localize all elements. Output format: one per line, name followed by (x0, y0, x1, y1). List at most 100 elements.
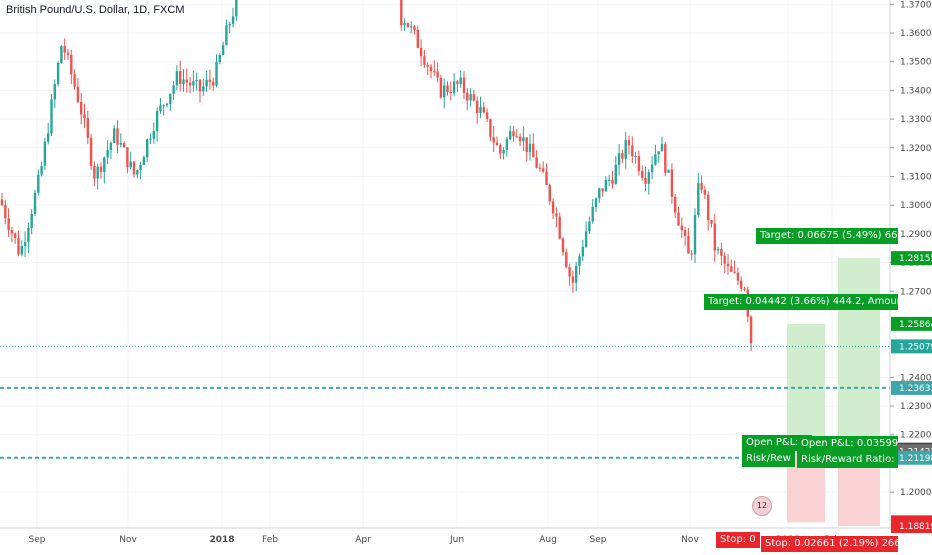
price-tick-label: 1.23000 (900, 402, 932, 412)
target-label-long-1[interactable]: Target: 0.04442 (3.66%) 444.2, Amount: 1… (704, 293, 898, 310)
stop-label-long-2[interactable]: Stop: 0.02661 (2.19%) 266.1, A (761, 536, 898, 553)
candle-body (641, 171, 644, 178)
candle-body (733, 271, 736, 273)
candle-body (179, 71, 182, 85)
candle-body (479, 107, 482, 114)
candle-body (677, 212, 680, 226)
candle-body (443, 85, 446, 98)
candle-body (469, 94, 472, 101)
candle-body (129, 161, 132, 168)
candle-body (522, 137, 525, 142)
candle-body (518, 136, 522, 142)
candle-body (594, 198, 598, 207)
candle-body (63, 46, 66, 53)
candle-body (660, 144, 664, 152)
candle-body (410, 26, 413, 28)
candles-layer (0, 0, 753, 352)
candle-body (103, 157, 106, 173)
candle-body (27, 227, 30, 242)
candle-body (152, 130, 155, 139)
candle-body (231, 16, 235, 24)
pnl-label-long-2[interactable]: Open P&L: 0.03599, Qty (797, 436, 898, 453)
candle-body (730, 266, 733, 272)
time-tick-label: Sep (29, 535, 46, 545)
candle-body (608, 179, 611, 181)
candle-body (136, 170, 139, 175)
price-label-text: 1.25079 (899, 342, 932, 352)
horizontal-lines (0, 345, 890, 459)
candle-body (664, 144, 667, 173)
candle-body (499, 145, 502, 154)
candle-body (225, 25, 228, 46)
candle-body (30, 213, 33, 228)
target-zone (838, 258, 880, 452)
candle-body (492, 137, 495, 143)
risk-reward-label-long-1[interactable]: Risk/Rew (742, 450, 795, 467)
candle-body (20, 245, 23, 255)
candle-body (535, 157, 538, 168)
candle-body (86, 118, 89, 138)
candle-body (56, 62, 60, 84)
economic-event-icon[interactable]: 12 (752, 496, 772, 516)
candle-body (33, 192, 37, 214)
candle-body (611, 179, 614, 184)
candle-body (109, 142, 113, 151)
candle-body (495, 142, 499, 146)
candle-body (149, 138, 152, 140)
candle-body (716, 249, 720, 251)
price-tick-label: 1.36000 (900, 29, 932, 39)
candle-body (212, 81, 215, 86)
candle-body (122, 143, 126, 148)
candle-body (459, 77, 462, 84)
candle-body (116, 128, 119, 145)
candle-body (743, 288, 746, 290)
price-axis[interactable]: 1.37000 1.36000 1.35000 1.34000 1.33000 1.320… (889, 0, 932, 550)
pnl-label-long-1[interactable]: Open P&L: 0 (742, 434, 813, 451)
candle-body (710, 220, 713, 224)
candle-body (0, 199, 4, 206)
candle-body (83, 114, 86, 119)
candle-body (202, 86, 205, 92)
price-tick-label: 1.24000 (900, 373, 932, 383)
candle-body (601, 188, 604, 192)
candle-body (700, 183, 703, 190)
candle-body (76, 86, 80, 102)
candle-body (598, 188, 601, 199)
candle-body (690, 253, 693, 255)
candle-body (14, 233, 17, 239)
price-label-text: 1.18819 (899, 522, 932, 532)
candle-body (139, 165, 142, 171)
candle-body (10, 230, 14, 234)
candle-body (578, 256, 581, 266)
price-tick-label: 1.31000 (900, 172, 932, 182)
candle-body (185, 79, 188, 83)
symbol-title[interactable]: British Pound/U.S. Dollar, 1D, FXCM (6, 4, 185, 16)
candle-body (581, 246, 584, 257)
price-label-box (891, 251, 932, 266)
candle-body (433, 71, 436, 73)
candle-body (413, 26, 416, 30)
risk-reward-label-long-2[interactable]: Risk/Reward Ratio: 2 (797, 452, 898, 469)
target-label-long-2[interactable]: Target: 0.06675 (5.49%) 667.5, A (756, 228, 898, 245)
candle-body (73, 74, 76, 87)
price-tick-label: 1.20000 (900, 488, 932, 498)
candle-body (50, 99, 53, 134)
candle-body (159, 105, 162, 112)
candle-body (548, 185, 551, 202)
candle-body (119, 143, 122, 145)
candle-body (707, 194, 710, 221)
candle-body (235, 0, 238, 17)
candle-body (713, 223, 716, 251)
candle-body (551, 201, 555, 214)
candle-body (40, 165, 43, 175)
stop-label-long-1[interactable]: Stop: 0 (716, 532, 760, 549)
price-tick-label: 1.32000 (900, 144, 932, 154)
candle-body (228, 23, 231, 26)
price-tick-label: 1.27000 (900, 287, 932, 297)
candle-body (584, 231, 588, 247)
candle-body (142, 157, 146, 166)
candle-body (419, 47, 423, 57)
candle-body (512, 131, 515, 137)
